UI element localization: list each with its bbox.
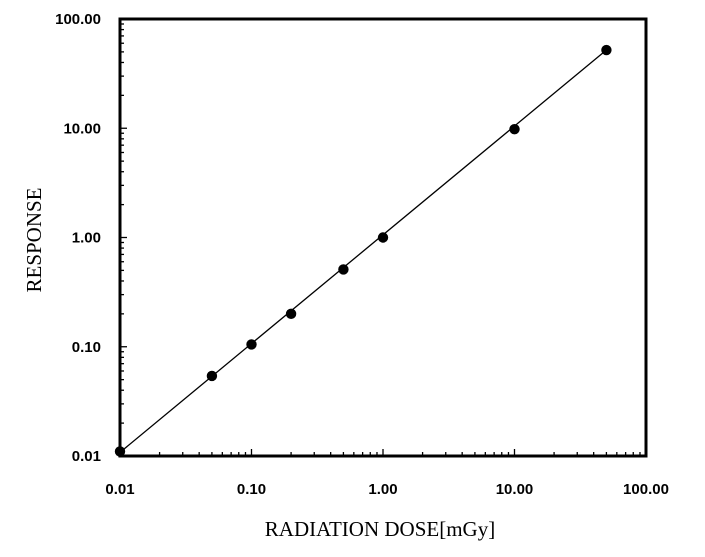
data-points [114, 44, 612, 457]
y-tick-labels: 0.01 0.10 1.00 10.00 100.00 [55, 11, 101, 465]
data-point [246, 339, 257, 350]
y-tick-label: 100.00 [55, 11, 101, 28]
y-axis-title: RESPONSE [22, 187, 46, 292]
y-tick-label: 1.00 [72, 230, 101, 247]
data-point [114, 446, 126, 457]
x-tick-label: 1.00 [368, 481, 397, 498]
data-point [338, 264, 349, 275]
y-tick-label: 0.01 [72, 448, 101, 465]
x-tick-label: 0.01 [105, 481, 134, 498]
y-tick-label: 0.10 [72, 339, 101, 356]
data-point [509, 124, 520, 135]
data-point [285, 308, 297, 320]
x-minor-ticks [119, 449, 641, 456]
y-tick-label: 10.00 [63, 120, 101, 137]
x-tick-label: 100.00 [623, 481, 669, 498]
x-axis-title: RADIATION DOSE[mGy] [265, 517, 495, 541]
data-point [601, 44, 612, 56]
fit-line [119, 49, 607, 453]
y-minor-ticks [120, 23, 127, 457]
data-point [377, 232, 389, 243]
data-point [206, 370, 218, 382]
x-tick-label: 0.10 [237, 481, 266, 498]
x-tick-labels: 0.01 0.10 1.00 10.00 100.00 [105, 481, 669, 498]
x-tick-label: 10.00 [496, 481, 534, 498]
